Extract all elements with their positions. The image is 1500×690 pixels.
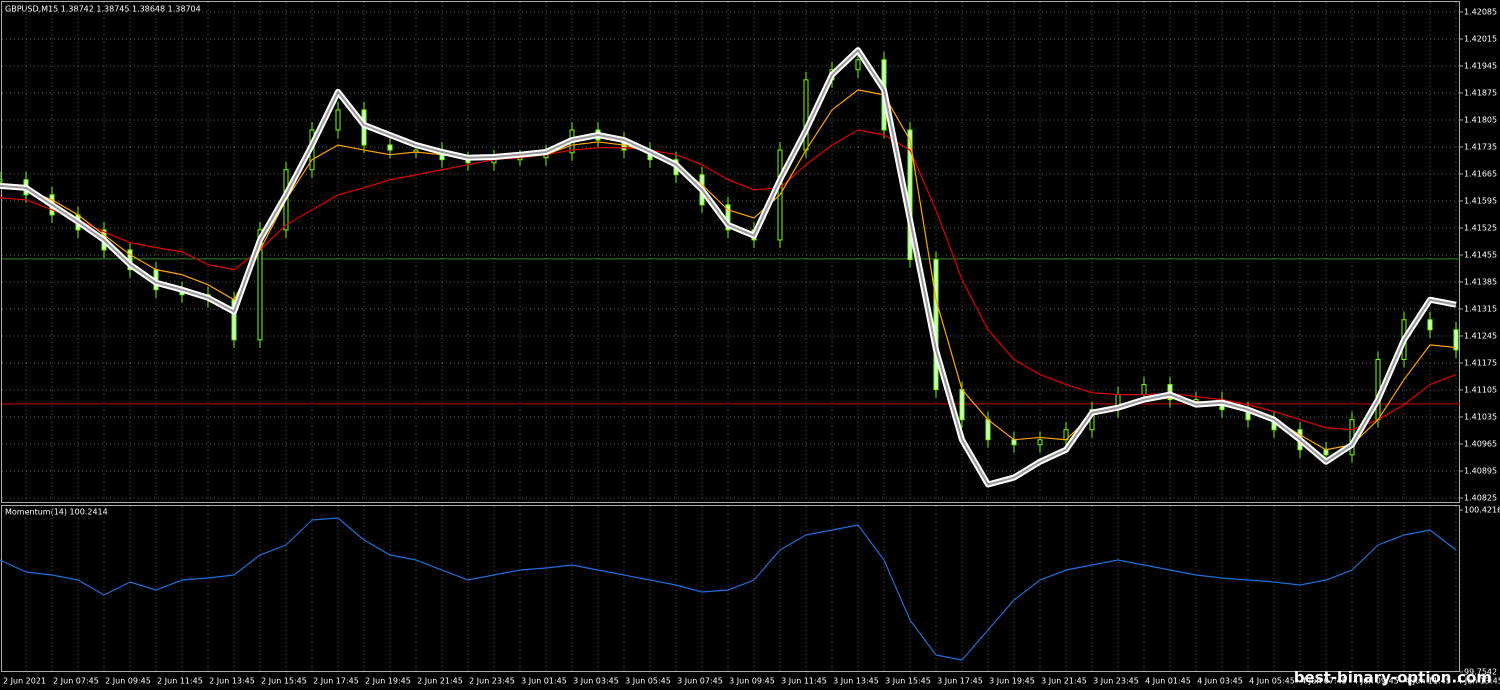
x-tick-label: 3 Jun 13:45 [833,677,879,686]
candle-body [387,144,393,151]
y-tick-label: 1.41735 [1464,142,1497,151]
y-tick-label: 1.41455 [1464,250,1497,259]
x-tick-label: 2 Jun 21:45 [417,677,463,686]
x-tick-label: 4 Jun 11:45 [1405,677,1451,686]
momentum-line [0,517,1457,661]
y-tick-label: 1.41805 [1464,115,1497,124]
candle-body [985,419,991,441]
candle-body [1037,439,1043,446]
candle-body [855,59,861,71]
x-tick-label: 4 Jun 03:45 [1197,677,1243,686]
x-tick-label: 2 Jun 2021 [3,677,46,686]
x-tick-label: 3 Jun 19:45 [989,677,1035,686]
x-tick-label: 3 Jun 01:45 [521,677,567,686]
y-tick-label: 99.7542 [1464,668,1497,677]
x-tick-label: 3 Jun 09:45 [729,677,775,686]
candle-body [1141,384,1147,396]
x-tick-label: 3 Jun 17:45 [937,677,983,686]
x-tick-label: 3 Jun 05:45 [625,677,671,686]
y-tick-label: 1.40825 [1464,493,1497,502]
candle-body [1427,319,1433,331]
x-tick-label: 4 Jun 01:45 [1145,677,1191,686]
candle-body [0,179,3,183]
y-tick-label: 1.41105 [1464,385,1497,394]
x-tick-label: 3 Jun 11:45 [781,677,827,686]
x-tick-label: 3 Jun 23:45 [1093,677,1139,686]
y-tick-label: 1.42085 [1464,7,1497,16]
candle-body [1011,439,1017,446]
x-tick-label: 2 Jun 15:45 [261,677,307,686]
x-tick-label: 4 Jun 13:45 [1457,677,1500,686]
x-tick-label: 2 Jun 19:45 [365,677,411,686]
x-tick-label: 2 Jun 09:45 [105,677,151,686]
candle-body [257,229,263,341]
x-tick-label: 3 Jun 21:45 [1041,677,1087,686]
y-tick-label: 1.41665 [1464,169,1497,178]
watermark: best-binary-option.com [1294,669,1492,687]
y-tick-label: 1.41175 [1464,358,1497,367]
candle-body [1323,449,1329,456]
x-tick-label: 4 Jun 07:45 [1301,677,1347,686]
x-tick-label: 4 Jun 09:45 [1353,677,1399,686]
y-tick-label: 1.41945 [1464,61,1497,70]
x-tick-label: 3 Jun 15:45 [885,677,931,686]
main-pane-frame [1,1,1460,503]
candle-body [335,109,341,131]
candle-body [933,259,939,391]
indicator-label: Momentum(14) 100.2414 [5,508,108,517]
y-tick-label: 1.40965 [1464,439,1497,448]
x-tick-label: 2 Jun 07:45 [53,677,99,686]
y-tick-label: 1.41385 [1464,277,1497,286]
x-tick-label: 2 Jun 11:45 [157,677,203,686]
x-tick-label: 2 Jun 17:45 [313,677,359,686]
symbol-label: GBPUSD,M15 1.38742 1.38745 1.38648 1.387… [5,5,201,14]
y-tick-label: 1.41035 [1464,412,1497,421]
ma-line [0,129,1457,431]
y-tick-label: 1.41875 [1464,88,1497,97]
y-tick-label: 1.40895 [1464,466,1497,475]
momentum-pane-frame [1,505,1460,672]
candle-body [1453,329,1459,351]
y-tick-label: 100.4216 [1464,506,1500,515]
candle-body [803,79,809,151]
ma-line-inner [0,49,1457,486]
x-tick-label: 2 Jun 23:45 [469,677,515,686]
x-tick-label: 4 Jun 05:45 [1249,677,1295,686]
y-tick-label: 1.41595 [1464,196,1497,205]
y-tick-label: 1.41315 [1464,304,1497,313]
x-tick-label: 3 Jun 03:45 [573,677,619,686]
y-tick-label: 1.42015 [1464,34,1497,43]
y-tick-label: 1.41245 [1464,331,1497,340]
x-tick-label: 2 Jun 13:45 [209,677,255,686]
x-tick-label: 3 Jun 07:45 [677,677,723,686]
candle-body [959,389,965,421]
y-tick-label: 1.41525 [1464,223,1497,232]
